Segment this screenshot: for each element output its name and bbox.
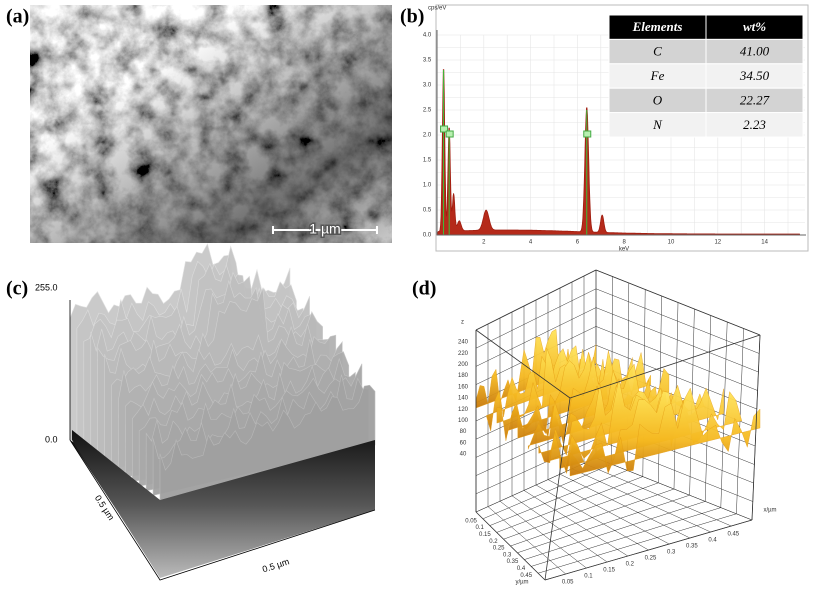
y-tick-label: 1.5 [423,158,432,164]
grid-line [547,479,670,545]
surface-strip [569,387,761,477]
panel-label: (c) [6,278,28,300]
table-cell: 2.23 [743,117,766,132]
z-tick-label: 140 [458,396,469,402]
z-tick-label: 60 [460,440,467,446]
x-tick-label: 10 [668,240,675,246]
scale-bar-label: 1 µm [309,221,340,237]
z-tick-label: 240 [458,340,469,346]
y-tick-label: 0.2 [489,539,498,545]
y-tick-label: 0.5 [423,208,432,214]
box-edge [595,269,761,336]
y-axis-title: y/µm [515,580,528,586]
grid-line [559,473,691,539]
table-header: wt% [743,19,766,34]
grid-line [517,494,690,554]
x-tick-label: 0.05 [562,580,574,586]
y-tick-label: 3.0 [423,83,432,89]
y-tick-label: 0.45 [520,573,532,579]
x-tick-label: 0.25 [645,556,657,562]
z-axis-title: z [461,320,464,326]
x-tick-label: 8 [623,240,627,246]
sem-shadow [30,5,392,243]
box-edge [475,329,571,399]
box-edge [569,334,761,399]
peak-tag [440,125,449,133]
box-edge [544,519,753,581]
z-tick-label: 80 [460,429,467,435]
x-tick-label: 0.3 [667,550,676,556]
spectrum [436,69,801,236]
x-tick-label: 0.4 [708,538,717,544]
y-tick-label: 2.0 [423,133,432,139]
y-tick-label: 0.05 [465,518,477,524]
z-tick-label: 40 [460,452,467,458]
grid-line [583,463,732,527]
x-axis-title: x/µm [763,508,776,514]
z-tick-label: 220 [458,351,469,357]
afm-ridge [159,384,376,501]
panel-label: (a) [6,6,29,28]
x-tick-label: 0.35 [686,544,698,550]
y-tick-label: 0.4 [517,566,526,572]
peak-tag [445,130,454,138]
table-cell: 34.50 [739,68,770,83]
y-tick-label: 0.3 [503,552,512,558]
y-tick-label: 4.0 [423,33,432,39]
x-tick-label: 0.15 [603,568,615,574]
x-tick-label: 0.1 [584,574,593,580]
y-tick-label: 0.0 [423,233,432,239]
z-tick-label: 100 [458,418,469,424]
y-tick-label: 3.5 [423,58,432,64]
table-cell: N [652,117,663,132]
table-cell: O [653,92,663,107]
x-tick-label: 4 [529,240,533,246]
y-tick-label: 2.5 [423,108,432,114]
table-header: Elements [632,19,683,34]
z-max-label: 255.0 [35,282,58,292]
box-edge [475,269,597,331]
z-tick-label: 180 [458,373,469,379]
z-tick-label: 160 [458,384,469,390]
x-tick-label: 0.45 [727,532,739,538]
x-axis-title: keV [619,247,629,253]
panel-label: (d) [412,278,436,300]
y-tick-label: 1.0 [423,183,432,189]
grid-line [531,507,721,567]
x-tick-label: 14 [761,240,768,246]
table-cell: 22.27 [740,92,770,107]
x-tick-label: 0.2 [626,562,635,568]
table-cell: Fe [650,68,665,83]
grid-line [538,513,737,574]
z-tick-label: 200 [458,362,469,368]
afm-axis [69,300,376,581]
y-tick-label: 0.25 [493,546,505,552]
box-edge [475,511,546,581]
z-min-label: 0.0 [45,434,58,444]
panel-label: (b) [400,6,424,28]
grid-line [595,457,753,521]
y-tick-label: 0.15 [479,532,491,538]
box-edge [544,397,571,581]
x-tick-label: 6 [576,240,580,246]
grid-line [524,501,706,560]
table-cell: 41.00 [740,44,770,59]
z-tick-label: 120 [458,407,469,413]
table-cell: C [653,44,662,59]
afm-front-wall [72,430,375,578]
grid-line [571,468,711,533]
grid-line [720,321,728,508]
x-tick-label: 2 [482,240,486,246]
y-tick-label: 0.35 [507,559,519,565]
peak-tag [583,130,592,138]
x-tick-label: 12 [714,240,721,246]
grid-line [510,488,675,547]
box-edge [751,334,761,521]
y-tick-label: 0.1 [475,525,484,531]
y-axis-title: cps/eV [428,6,446,12]
